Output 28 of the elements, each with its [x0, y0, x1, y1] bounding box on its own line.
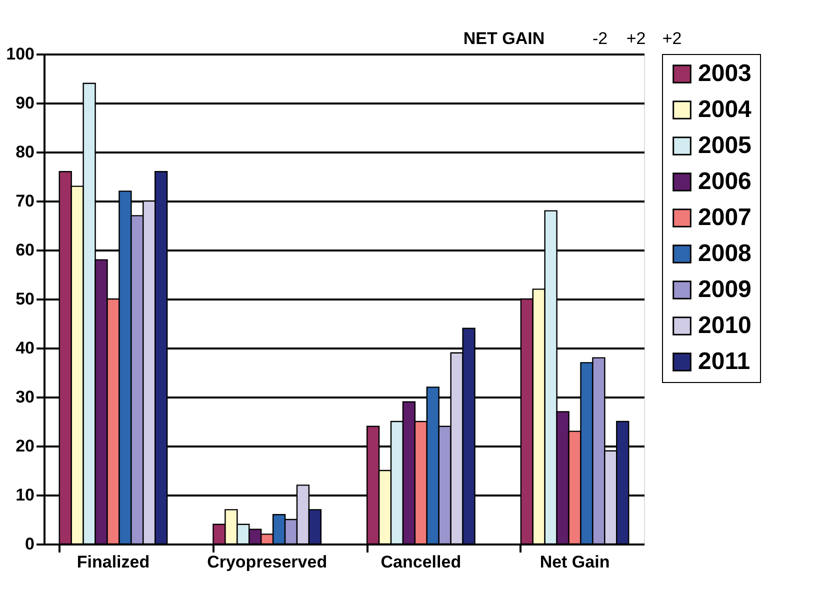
y-tick-label: 40: [16, 338, 34, 358]
legend-label: 2004: [698, 96, 752, 123]
y-tick-label: 90: [16, 94, 34, 112]
x-tick-label: Cryopreserved: [207, 552, 328, 572]
legend-label: 2009: [698, 276, 752, 303]
text: +2: [662, 29, 682, 48]
y-tick-label: 50: [16, 290, 34, 308]
legend-label: 2003: [698, 60, 752, 87]
text: +2: [626, 29, 646, 48]
y-tick-label: 70: [16, 192, 34, 210]
x-tick-label: Finalized: [76, 552, 150, 572]
y-tick-label: 10: [16, 486, 34, 504]
x-tick-label: Net Gain: [540, 552, 610, 572]
y-tick-label: 60: [16, 240, 34, 260]
y-tick-label: 20: [16, 436, 34, 456]
text: NET GAIN: [463, 29, 545, 48]
legend-label: 2007: [698, 204, 752, 231]
y-tick-label: 80: [16, 142, 34, 162]
text: -2: [592, 29, 608, 48]
legend-label: 2008: [698, 240, 752, 267]
legend-label: 2006: [698, 168, 752, 195]
legend-label: 2010: [698, 312, 752, 339]
x-tick-label: Cancelled: [380, 552, 462, 572]
legend-label: 2011: [698, 348, 750, 375]
y-tick-label: 30: [16, 388, 34, 406]
legend-label: 2005: [698, 132, 752, 159]
y-tick-label: 100: [6, 44, 34, 64]
y-tick-label: 0: [25, 534, 34, 554]
